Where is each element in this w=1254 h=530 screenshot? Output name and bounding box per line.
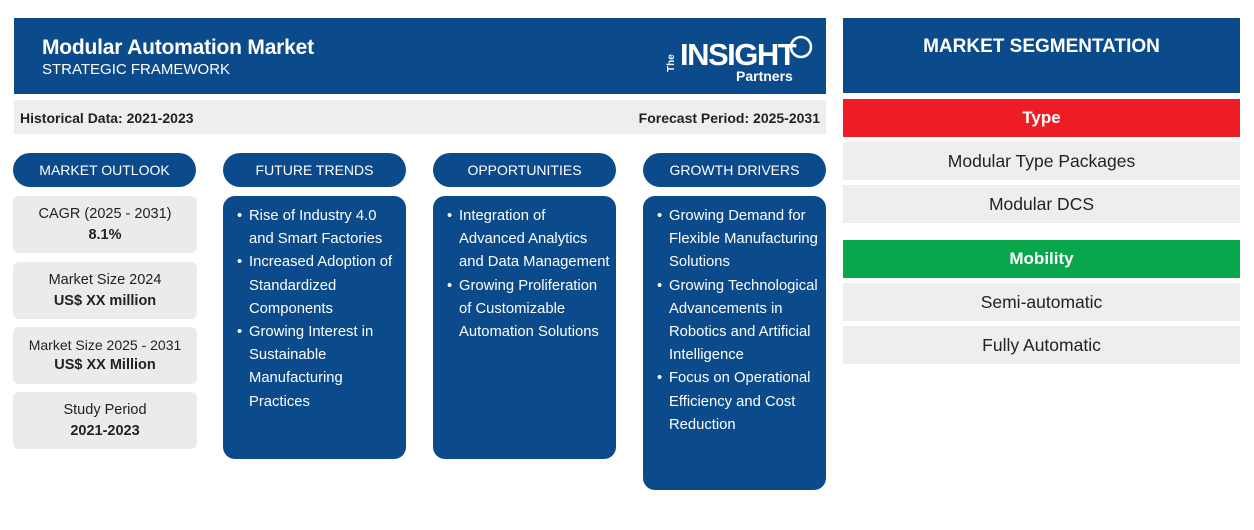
insight-partners-logo: The INSIGHT Partners — [664, 34, 814, 84]
outlook-label: Study Period — [63, 402, 147, 418]
outlook-market-size-2024-card: Market Size 2024 US$ XX million — [13, 262, 197, 319]
outlook-study-period-card: Study Period 2021-2023 — [13, 392, 197, 449]
forecast-period-label: Forecast Period: 2025-2031 — [638, 110, 820, 126]
outlook-value: 2021-2023 — [70, 423, 140, 439]
list-item: Increased Adoption of Standardized Compo… — [223, 251, 400, 321]
outlook-market-size-forecast-card: Market Size 2025 - 2031 US$ XX Million — [13, 327, 197, 384]
outlook-label: Market Size 2025 - 2031 — [28, 337, 182, 353]
logo-insight-text: INSIGHT — [680, 37, 797, 72]
outlook-label: CAGR (2025 - 2031) — [38, 206, 172, 222]
list-item: Rise of Industry 4.0 and Smart Factories — [223, 205, 400, 251]
list-item: Focus on Operational Efficiency and Cost… — [643, 367, 820, 437]
future-trends-heading: FUTURE TRENDS — [223, 153, 406, 187]
opportunities-heading: OPPORTUNITIES — [433, 153, 616, 187]
segment-item: Fully Automatic — [843, 326, 1240, 364]
growth-drivers-card: Growing Demand for Flexible Manufacturin… — [643, 196, 826, 490]
list-item: Growing Technological Advancements in Ro… — [643, 275, 820, 368]
period-bar: Historical Data: 2021-2023 Forecast Peri… — [14, 100, 826, 134]
list-item: Integration of Advanced Analytics and Da… — [433, 205, 610, 275]
outlook-cagr-card: CAGR (2025 - 2031) 8.1% — [13, 196, 197, 253]
segment-type-heading: Type — [843, 99, 1240, 137]
list-item: Growing Interest in Sustainable Manufact… — [223, 321, 400, 414]
report-header: Modular Automation Market STRATEGIC FRAM… — [14, 18, 826, 94]
outlook-value: US$ XX million — [53, 293, 157, 309]
outlook-value: 8.1% — [88, 227, 122, 243]
outlook-label: Market Size 2024 — [48, 272, 162, 288]
market-outlook-heading: MARKET OUTLOOK — [13, 153, 196, 187]
segment-item: Semi-automatic — [843, 283, 1240, 321]
list-item: Growing Demand for Flexible Manufacturin… — [643, 205, 820, 275]
historical-data-label: Historical Data: 2021-2023 — [20, 110, 194, 126]
logo-partners-text: Partners — [736, 68, 793, 84]
outlook-value: US$ XX Million — [54, 357, 156, 373]
logo-the-text: The — [666, 54, 677, 72]
segment-item: Modular DCS — [843, 185, 1240, 223]
list-item: Growing Proliferation of Customizable Au… — [433, 275, 610, 345]
page-subtitle: STRATEGIC FRAMEWORK — [42, 61, 231, 78]
opportunities-card: Integration of Advanced Analytics and Da… — [433, 196, 616, 459]
market-segmentation-heading: MARKET SEGMENTATION — [843, 18, 1240, 93]
segment-item: Modular Type Packages — [843, 142, 1240, 180]
segment-mobility-heading: Mobility — [843, 240, 1240, 278]
logo-ring-icon — [789, 35, 813, 59]
future-trends-card: Rise of Industry 4.0 and Smart Factories… — [223, 196, 406, 459]
growth-drivers-heading: GROWTH DRIVERS — [643, 153, 826, 187]
page-title: Modular Automation Market — [42, 36, 314, 59]
